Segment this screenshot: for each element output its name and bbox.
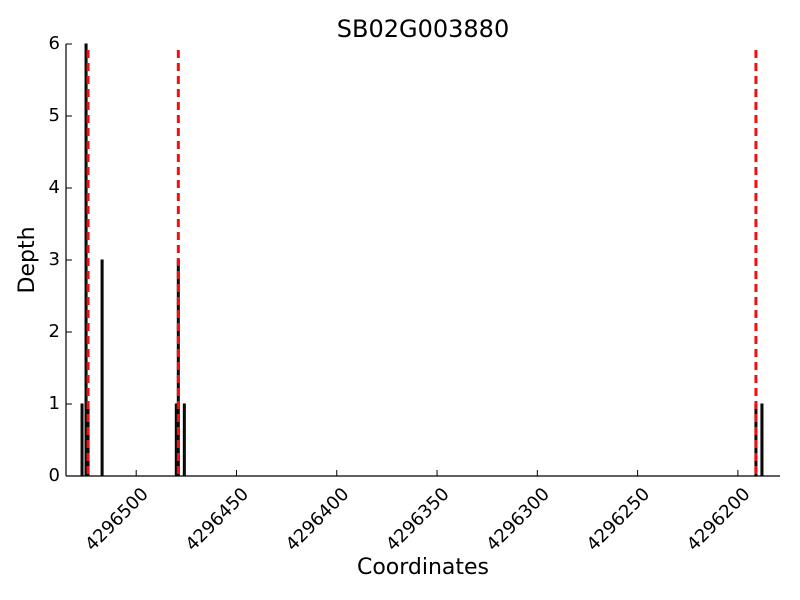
x-tick-label: 4296450 [182,484,254,556]
x-tick-label: 4296400 [282,484,354,556]
y-tick-label: 6 [49,33,60,54]
y-tick-label: 0 [49,465,60,486]
y-tick-label: 5 [49,105,60,126]
x-tick-label: 4296350 [382,484,454,556]
y-tick-label: 4 [49,177,60,198]
y-tick-label: 2 [49,321,60,342]
x-tick-label: 4296300 [482,484,554,556]
y-tick-label: 3 [49,249,60,270]
bar [100,259,104,477]
x-tick-label: 4296200 [683,484,755,556]
x-tick-label: 4296500 [81,484,153,556]
x-tick-label: 4296250 [583,484,655,556]
y-axis-label: Depth [15,226,40,293]
bar [760,403,764,477]
chart-title: SB02G003880 [337,15,509,43]
x-axis-label: Coordinates [357,555,489,580]
bar [80,403,84,477]
bar [182,403,186,477]
y-tick-label: 1 [49,393,60,414]
